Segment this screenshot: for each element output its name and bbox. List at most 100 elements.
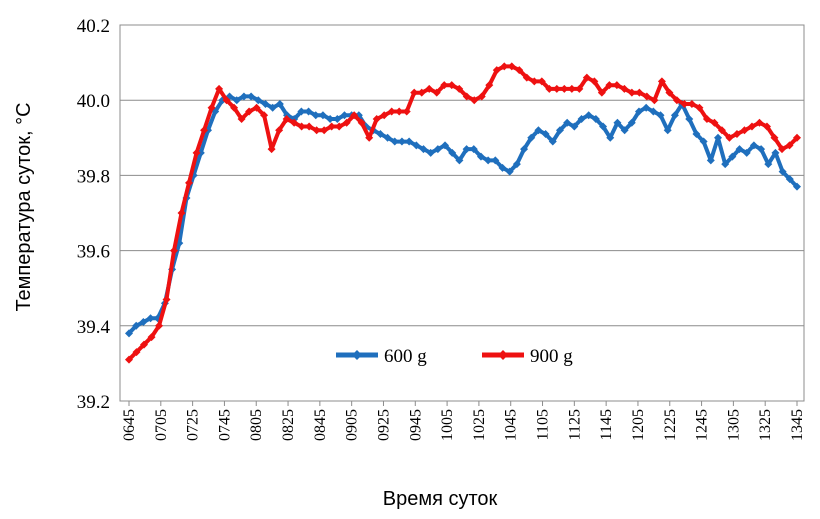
data-point-600g <box>757 145 766 154</box>
data-point-900g <box>635 88 644 97</box>
data-point-900g <box>305 122 314 131</box>
data-point-600g <box>261 99 270 108</box>
data-point-900g <box>365 133 374 142</box>
data-point-900g <box>447 81 456 90</box>
data-point-900g <box>477 92 486 101</box>
data-point-900g <box>417 88 426 97</box>
data-point-900g <box>657 77 666 86</box>
data-point-900g <box>162 295 171 304</box>
data-point-900g <box>740 126 749 135</box>
data-point-900g <box>267 145 276 154</box>
data-point-600g <box>649 107 658 116</box>
data-point-600g <box>721 160 730 169</box>
data-point-900g <box>597 88 606 97</box>
data-point-600g <box>555 126 564 135</box>
x-tick-label: 1045 <box>503 409 520 441</box>
data-point-600g <box>146 314 155 323</box>
x-tick-label: 1225 <box>662 409 679 441</box>
data-point-600g <box>627 118 636 127</box>
data-point-600g <box>591 115 600 123</box>
data-point-900g <box>710 118 719 127</box>
x-tick-label: 0805 <box>248 409 265 441</box>
data-point-600g <box>125 329 133 338</box>
data-point-600g <box>735 145 744 154</box>
data-point-900g <box>680 99 689 108</box>
data-point-900g <box>125 355 133 364</box>
y-tick-label: 39.8 <box>77 166 110 187</box>
data-point-600g <box>340 111 349 120</box>
x-tick-label: 0725 <box>185 409 202 441</box>
data-point-900g <box>605 81 614 90</box>
data-point-600g <box>132 321 141 330</box>
data-point-600g <box>318 111 327 120</box>
data-point-600g <box>764 160 773 169</box>
data-point-600g <box>268 103 277 112</box>
data-point-900g <box>717 126 726 135</box>
x-tick-label: 0845 <box>312 409 329 441</box>
data-point-600g <box>333 115 342 123</box>
data-point-600g <box>728 152 737 161</box>
data-point-600g <box>749 141 758 150</box>
x-tick-label: 0745 <box>216 409 233 441</box>
data-point-900g <box>500 62 509 71</box>
data-point-600g <box>793 182 801 191</box>
data-point-900g <box>762 122 771 131</box>
data-point-900g <box>410 88 419 97</box>
data-point-600g <box>491 156 500 165</box>
data-point-600g <box>584 111 593 120</box>
y-tick-label: 39.4 <box>77 317 111 338</box>
data-point-900g <box>200 126 209 135</box>
data-point-900g <box>702 115 711 123</box>
data-point-900g <box>252 103 261 112</box>
data-point-900g <box>770 133 779 142</box>
data-point-600g <box>778 167 787 176</box>
data-point-600g <box>311 111 320 120</box>
data-point-600g <box>771 148 780 157</box>
legend-marker-900g <box>498 350 508 360</box>
data-point-900g <box>590 77 599 86</box>
data-point-600g <box>297 107 306 116</box>
data-point-600g <box>527 133 536 142</box>
data-point-900g <box>492 66 501 75</box>
data-point-600g <box>520 145 529 154</box>
x-tick-label: 0905 <box>344 409 361 441</box>
data-point-600g <box>670 111 679 120</box>
data-point-600g <box>656 111 665 120</box>
data-point-900g <box>620 84 629 93</box>
data-point-600g <box>469 145 478 154</box>
data-point-900g <box>455 84 464 93</box>
data-point-600g <box>376 130 385 139</box>
data-point-600g <box>713 133 722 142</box>
data-point-900g <box>155 321 164 330</box>
data-point-900g <box>282 115 291 123</box>
x-tick-label: 1205 <box>630 409 647 441</box>
data-point-900g <box>567 84 576 93</box>
data-point-600g <box>412 141 421 150</box>
data-point-900g <box>785 141 794 150</box>
data-point-600g <box>563 118 572 127</box>
data-point-600g <box>663 126 672 135</box>
data-point-900g <box>275 126 284 135</box>
legend-label-600g: 600 g <box>384 346 427 367</box>
data-point-900g <box>395 107 404 116</box>
data-point-600g <box>426 148 435 157</box>
data-point-600g <box>390 137 399 146</box>
x-tick-label: 0825 <box>280 409 297 441</box>
data-point-600g <box>383 133 392 142</box>
legend-marker-600g <box>352 350 362 360</box>
x-tick-label: 1345 <box>789 409 806 441</box>
data-point-600g <box>275 99 284 108</box>
x-tick-label: 1325 <box>757 409 774 441</box>
data-point-900g <box>725 133 734 142</box>
data-point-600g <box>505 167 514 176</box>
data-point-600g <box>498 163 507 172</box>
data-point-600g <box>139 318 148 327</box>
legend: 600 g 900 g <box>336 346 573 367</box>
data-point-600g <box>692 130 701 139</box>
data-point-900g <box>230 103 239 112</box>
data-point-600g <box>534 126 543 135</box>
y-tick-label: 39.2 <box>77 392 110 413</box>
data-point-600g <box>441 141 450 150</box>
x-tick-label: 0645 <box>121 409 138 441</box>
data-point-900g <box>530 77 539 86</box>
